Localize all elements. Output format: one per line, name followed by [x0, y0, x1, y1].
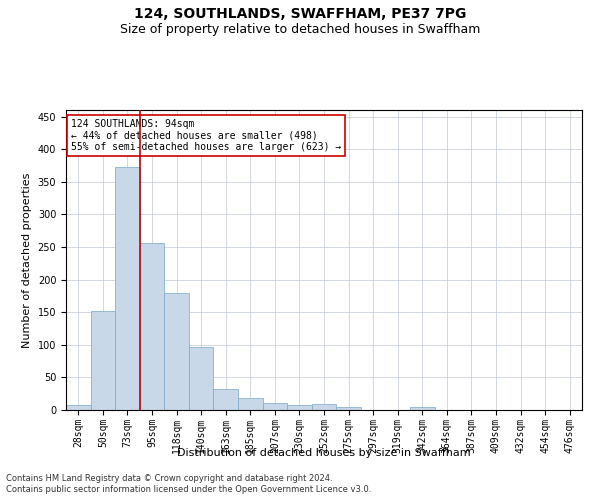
Bar [140, 243, 164, 410]
Text: 124 SOUTHLANDS: 94sqm
← 44% of detached houses are smaller (498)
55% of semi-det: 124 SOUTHLANDS: 94sqm ← 44% of detached … [71, 119, 341, 152]
Text: Contains HM Land Registry data © Crown copyright and database right 2024.: Contains HM Land Registry data © Crown c… [6, 474, 332, 483]
Bar [91, 311, 115, 410]
Y-axis label: Number of detached properties: Number of detached properties [22, 172, 32, 348]
Bar [263, 403, 287, 410]
Bar [164, 292, 189, 410]
Bar [410, 408, 434, 410]
Bar [238, 398, 263, 410]
Bar [189, 346, 214, 410]
Text: Size of property relative to detached houses in Swaffham: Size of property relative to detached ho… [120, 22, 480, 36]
Text: Distribution of detached houses by size in Swaffham: Distribution of detached houses by size … [177, 448, 471, 458]
Bar [287, 405, 312, 410]
Text: 124, SOUTHLANDS, SWAFFHAM, PE37 7PG: 124, SOUTHLANDS, SWAFFHAM, PE37 7PG [134, 8, 466, 22]
Text: Contains public sector information licensed under the Open Government Licence v3: Contains public sector information licen… [6, 486, 371, 494]
Bar [115, 168, 140, 410]
Bar [336, 408, 361, 410]
Bar [312, 404, 336, 410]
Bar [66, 406, 91, 410]
Bar [214, 389, 238, 410]
